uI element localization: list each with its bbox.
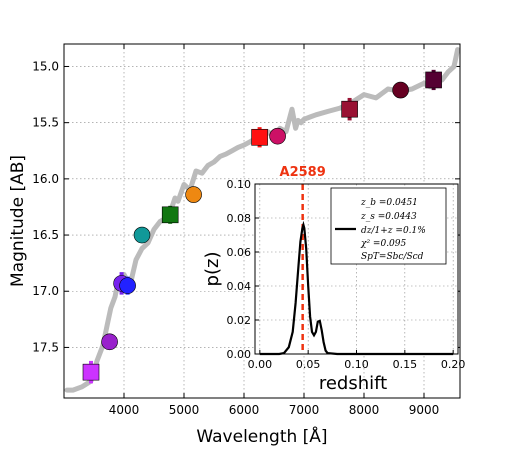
circle-marker <box>185 186 202 203</box>
photometry-point-9 <box>269 127 286 145</box>
inset-legend: z_b =0.0451 z_s =0.0443 dz/1+z =0.1% χ² … <box>330 187 447 265</box>
main-x-tick-label: 6000 <box>229 403 260 417</box>
main-y-axis-label: Magnitude [AB] <box>8 155 28 287</box>
square-marker <box>251 128 268 146</box>
legend-line-zs: z_s =0.0443 <box>360 212 417 222</box>
main-y-tick-label: 17.0 <box>32 284 59 298</box>
main-x-tick-label: 4000 <box>109 403 140 417</box>
photometry-point-1 <box>82 360 100 384</box>
main-x-tick-label: 8000 <box>349 403 380 417</box>
photometry-point-6 <box>161 205 179 224</box>
circle-marker <box>269 127 286 145</box>
main-x-tick-label: 9000 <box>409 403 440 417</box>
circle-marker <box>133 226 151 244</box>
photometry-point-5 <box>133 226 151 244</box>
inset-x-tick-label: 0.20 <box>441 358 466 371</box>
main-y-tick-label: 16.0 <box>32 172 59 186</box>
pz-curve <box>259 220 454 356</box>
main-x-tick-label: 5000 <box>169 403 200 417</box>
photometry-point-4 <box>119 276 136 295</box>
main-y-tick-label: 16.5 <box>32 228 59 242</box>
legend-line-zb: z_b =0.0451 <box>360 198 418 208</box>
main-ticks: 4000 5000 6000 7000 8000 9000 15.0 15.5 16.0 16.5… <box>32 44 460 417</box>
inset-x-tick-label: 0.00 <box>248 358 273 371</box>
photometry-point-8 <box>251 127 268 148</box>
cluster-label: A2589 <box>280 165 326 180</box>
legend-box <box>330 187 447 265</box>
inset-y-axis-label: p(z) <box>202 252 223 287</box>
legend-line-dz: dz/1+z =0.1% <box>361 226 426 236</box>
inset-y-tick-label: 0.10 <box>227 178 252 191</box>
inset-plot: 0.00 0.05 0.10 0.15 0.20 0.00 0.02 0.04 0.06 0.08… <box>202 165 465 394</box>
main-y-tick-label: 15.0 <box>32 59 59 73</box>
circle-marker <box>101 333 118 351</box>
main-x-tick-label: 7000 <box>289 403 320 417</box>
circle-marker <box>119 277 136 294</box>
inset-ticks: 0.00 0.05 0.10 0.15 0.20 0.00 0.02 0.04 0.06 0.08… <box>227 178 466 371</box>
photometry-point-12 <box>425 69 442 91</box>
main-y-tick-label: 15.5 <box>32 116 59 130</box>
inset-y-tick-label: 0.06 <box>227 246 252 259</box>
photometry-point-11 <box>392 81 409 99</box>
main-y-tick-label: 17.5 <box>32 340 59 354</box>
square-marker <box>161 206 179 224</box>
square-marker <box>425 71 442 89</box>
legend-line-spt: SpT=Sbc/Scd <box>361 252 424 262</box>
inset-plot-frame <box>254 183 459 355</box>
circle-marker <box>392 81 409 99</box>
inset-y-tick-label: 0.04 <box>227 280 252 293</box>
photometry-point-7 <box>185 186 202 203</box>
square-marker <box>341 100 358 118</box>
inset-x-tick-label: 0.15 <box>393 358 418 371</box>
inset-x-axis-label: redshift <box>319 373 387 394</box>
main-x-axis-label: Wavelength [Å] <box>196 425 327 447</box>
photometry-point-2 <box>101 333 118 351</box>
photometry-point-10 <box>341 97 358 121</box>
inset-x-tick-label: 0.05 <box>296 358 321 371</box>
legend-line-chi2: χ² =0.095 <box>360 239 407 249</box>
photometry-points <box>82 69 442 384</box>
inset-y-tick-label: 0.00 <box>227 348 252 361</box>
inset-y-tick-label: 0.08 <box>227 212 252 225</box>
main-plot-frame <box>63 43 461 399</box>
inset-x-tick-label: 0.10 <box>344 358 369 371</box>
square-marker <box>82 363 100 381</box>
inset-y-tick-label: 0.02 <box>227 314 252 327</box>
